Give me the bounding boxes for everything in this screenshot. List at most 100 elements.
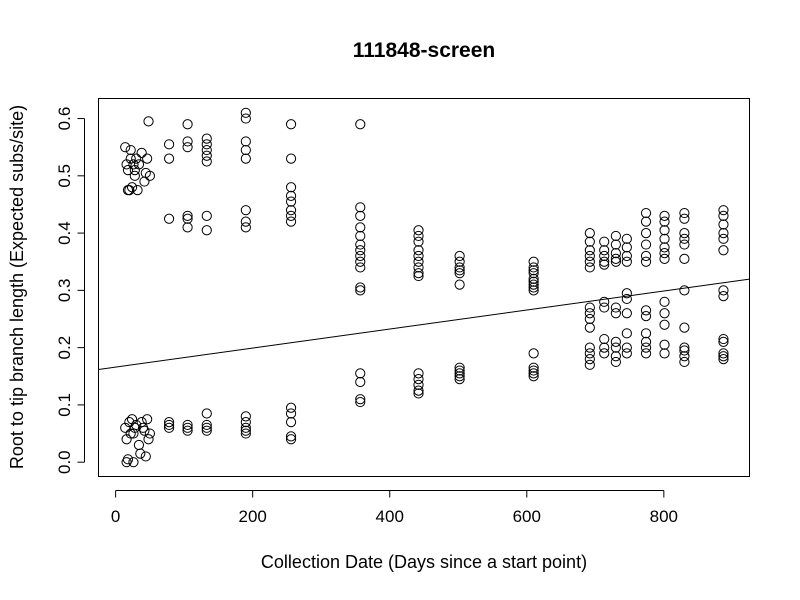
data-point <box>201 419 212 431</box>
x-tick-label: 400 <box>376 507 404 526</box>
data-point <box>640 207 652 219</box>
data-point <box>454 374 465 385</box>
data-point <box>163 419 175 431</box>
data-point <box>355 396 366 408</box>
y-tick-label: 0.0 <box>55 450 74 474</box>
y-tick-label: 0.2 <box>55 336 74 360</box>
data-point <box>640 216 652 227</box>
data-point <box>528 348 539 359</box>
data-point <box>584 313 595 325</box>
data-point <box>659 242 670 253</box>
data-point <box>640 250 652 262</box>
data-point <box>528 268 539 279</box>
data-points <box>120 107 729 468</box>
data-point <box>584 256 595 267</box>
data-point <box>355 376 366 388</box>
data-point <box>679 213 690 224</box>
data-point <box>640 328 652 339</box>
data-point <box>240 411 251 422</box>
data-point <box>584 308 595 319</box>
data-point <box>454 250 465 262</box>
data-point <box>640 305 652 316</box>
data-point <box>659 253 670 264</box>
data-point <box>125 153 136 164</box>
data-point <box>240 425 251 436</box>
data-point <box>163 416 175 428</box>
data-point <box>679 253 690 264</box>
data-point <box>240 422 251 433</box>
chart-title: 111848-screen <box>353 39 495 62</box>
data-point <box>584 322 595 333</box>
data-point <box>355 394 366 405</box>
data-point <box>201 425 212 436</box>
data-point <box>584 302 595 313</box>
data-point <box>285 216 297 227</box>
x-tick-label: 800 <box>650 507 678 526</box>
data-point <box>621 256 632 267</box>
data-point <box>129 164 140 176</box>
data-point <box>136 147 147 159</box>
data-point <box>182 136 193 147</box>
data-point <box>528 276 539 287</box>
data-point <box>240 136 251 147</box>
data-point <box>621 250 632 262</box>
data-point <box>659 348 670 359</box>
data-point <box>136 416 147 428</box>
data-point <box>163 153 175 164</box>
data-point <box>355 285 366 296</box>
data-point <box>718 353 729 365</box>
data-point <box>621 242 632 253</box>
data-point <box>355 239 366 250</box>
data-point <box>413 385 424 396</box>
x-tick-label: 600 <box>513 507 541 526</box>
data-point <box>285 210 297 222</box>
data-point <box>413 368 424 379</box>
data-point <box>528 362 539 373</box>
data-point <box>163 139 175 150</box>
x-axis-label: Collection Date (Days since a start poin… <box>261 552 587 572</box>
data-point <box>610 336 621 348</box>
data-point <box>599 296 610 307</box>
data-point <box>124 416 135 428</box>
data-point <box>413 388 424 399</box>
data-point <box>610 351 621 362</box>
data-point <box>163 213 175 224</box>
data-point <box>528 265 539 276</box>
data-point <box>679 356 690 368</box>
data-point <box>125 144 136 156</box>
data-point <box>182 419 193 431</box>
data-point <box>454 371 465 382</box>
data-point <box>659 225 670 236</box>
data-point <box>285 431 297 442</box>
data-point <box>201 139 212 150</box>
x-axis: 0 200 400 600 800 <box>111 490 678 526</box>
data-point <box>679 207 690 219</box>
y-tick-label: 0.5 <box>55 164 74 188</box>
data-point <box>679 342 690 353</box>
data-point <box>718 210 729 222</box>
data-point <box>584 342 595 353</box>
data-point <box>718 351 729 362</box>
data-point <box>621 308 632 319</box>
data-point <box>718 219 729 230</box>
data-point <box>128 428 139 439</box>
data-point <box>718 245 729 256</box>
data-point <box>718 333 729 345</box>
data-point <box>285 196 297 207</box>
data-point <box>610 256 621 267</box>
data-point <box>355 230 366 242</box>
data-point <box>240 428 251 439</box>
data-point <box>285 416 297 428</box>
data-point <box>285 205 297 216</box>
data-point <box>610 308 621 319</box>
data-point <box>454 262 465 273</box>
data-point <box>285 434 297 445</box>
data-point <box>182 422 193 433</box>
data-point <box>182 119 193 130</box>
data-point <box>133 439 145 451</box>
data-point <box>355 368 366 379</box>
data-point <box>413 236 424 247</box>
data-point <box>285 402 297 413</box>
data-point <box>285 119 297 130</box>
data-point <box>285 408 297 419</box>
